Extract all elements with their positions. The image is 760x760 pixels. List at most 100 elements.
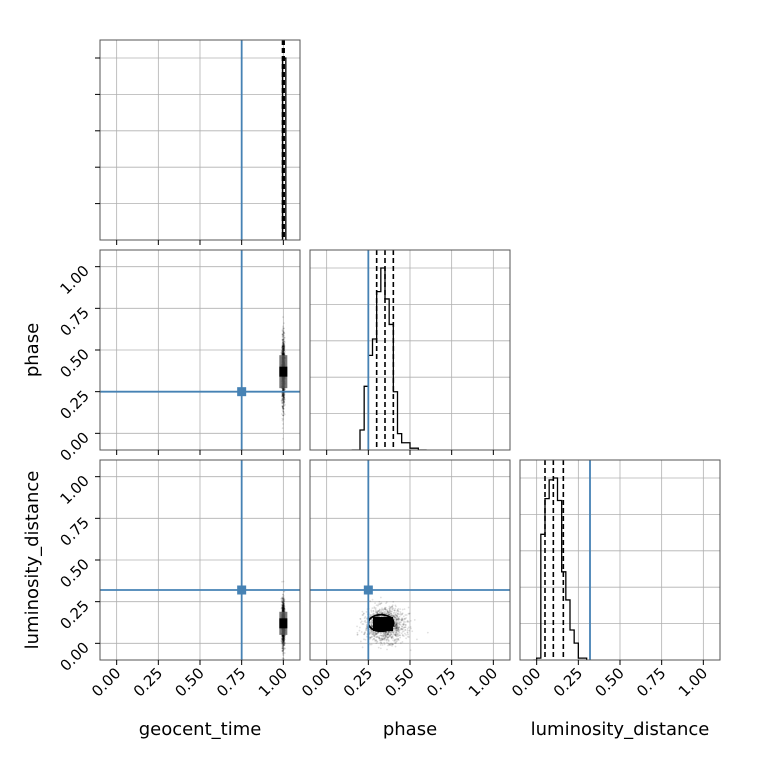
- sample-point: [282, 335, 284, 338]
- sample-point: [283, 643, 286, 646]
- sample-point: [375, 632, 378, 635]
- sample-point: [362, 623, 365, 625]
- sample-point: [391, 607, 394, 610]
- sample-point: [371, 622, 374, 624]
- sample-point: [370, 620, 373, 623]
- sample-point: [385, 609, 388, 612]
- sample-point: [387, 630, 390, 633]
- sample-point: [393, 615, 395, 618]
- sample-point: [282, 345, 284, 348]
- sample-point: [282, 608, 285, 611]
- sample-point: [397, 610, 400, 613]
- sample-point: [283, 349, 286, 352]
- sample-point: [402, 630, 405, 633]
- sample-point: [283, 346, 286, 349]
- sample-point: [384, 634, 387, 637]
- sample-point: [282, 394, 285, 397]
- sample-point: [365, 627, 368, 630]
- sample-point: [397, 628, 400, 631]
- sample-point: [281, 404, 284, 407]
- sample-point: [282, 345, 285, 347]
- sample-point: [398, 629, 401, 632]
- sample-point: [281, 606, 283, 608]
- sample-point: [282, 394, 284, 397]
- sample-point: [282, 329, 285, 332]
- sample-point: [281, 352, 284, 355]
- sample-point: [281, 610, 284, 613]
- sample-point: [392, 614, 395, 617]
- sample-point: [281, 634, 284, 637]
- sample-point: [388, 644, 391, 646]
- sample-point: [395, 623, 398, 625]
- sample-point: [377, 609, 380, 612]
- sample-point: [382, 632, 385, 635]
- sample-point: [394, 609, 396, 612]
- sample-point: [283, 638, 286, 641]
- sample-point: [398, 630, 400, 632]
- panel-phase-vs-luminosity_distance: 0.00 0.25 0.50 0.75 1.00: [298, 459, 511, 700]
- sample-point: [387, 636, 390, 639]
- sample-point: [370, 632, 373, 635]
- sample-point: [401, 634, 404, 636]
- sample-point: [281, 605, 284, 607]
- sample-point: [283, 605, 286, 608]
- sample-point: [283, 342, 285, 345]
- sample-point: [281, 341, 284, 344]
- sample-point: [282, 346, 285, 349]
- sample-point: [405, 637, 408, 640]
- sample-point: [281, 399, 284, 402]
- sample-point: [282, 609, 284, 611]
- sample-point: [281, 641, 283, 644]
- sample-point: [282, 608, 285, 611]
- sample-point: [403, 626, 406, 629]
- sample-point: [397, 639, 400, 641]
- sample-point: [374, 632, 377, 635]
- sample-point: [282, 400, 285, 403]
- sample-point: [400, 619, 403, 621]
- sample-point: [282, 396, 285, 399]
- sample-point: [282, 345, 284, 348]
- sample-point: [381, 644, 384, 646]
- sample-point: [396, 640, 398, 642]
- sample-point: [282, 338, 284, 341]
- sample-point: [281, 398, 284, 400]
- sample-point: [282, 644, 285, 647]
- sample-point: [282, 397, 285, 400]
- sample-point: [396, 634, 399, 637]
- sample-point: [282, 637, 285, 640]
- sample-point: [282, 343, 285, 345]
- sample-point: [282, 389, 285, 392]
- sample-point: [397, 622, 400, 625]
- sample-point: [282, 353, 285, 356]
- sample-point: [282, 590, 285, 593]
- sample-point: [396, 612, 399, 615]
- sample-point: [372, 632, 375, 634]
- sample-point: [282, 340, 285, 343]
- sample-point: [356, 631, 359, 634]
- sample-point: [398, 615, 401, 618]
- sample-point: [380, 634, 382, 637]
- sample-point: [282, 352, 285, 355]
- sample-point: [382, 635, 385, 637]
- sample-point: [361, 610, 364, 613]
- sample-point: [282, 607, 285, 610]
- sample-point: [406, 620, 409, 623]
- sample-point: [282, 610, 285, 613]
- sample-point: [402, 623, 405, 625]
- sample-point: [385, 602, 387, 605]
- sample-point: [394, 628, 397, 631]
- sample-point: [282, 634, 285, 637]
- sample-point: [282, 599, 285, 602]
- sample-point: [281, 351, 284, 354]
- sample-point: [281, 640, 283, 643]
- x-tick-label: 1.00: [465, 664, 501, 700]
- sample-point: [282, 411, 285, 414]
- sample-point: [394, 629, 397, 632]
- sample-point: [282, 410, 285, 413]
- sample-point: [283, 598, 286, 601]
- sample-point: [282, 603, 284, 606]
- sample-point: [283, 347, 286, 349]
- sample-point: [391, 604, 394, 607]
- sample-point: [283, 635, 286, 637]
- sample-point: [282, 606, 284, 608]
